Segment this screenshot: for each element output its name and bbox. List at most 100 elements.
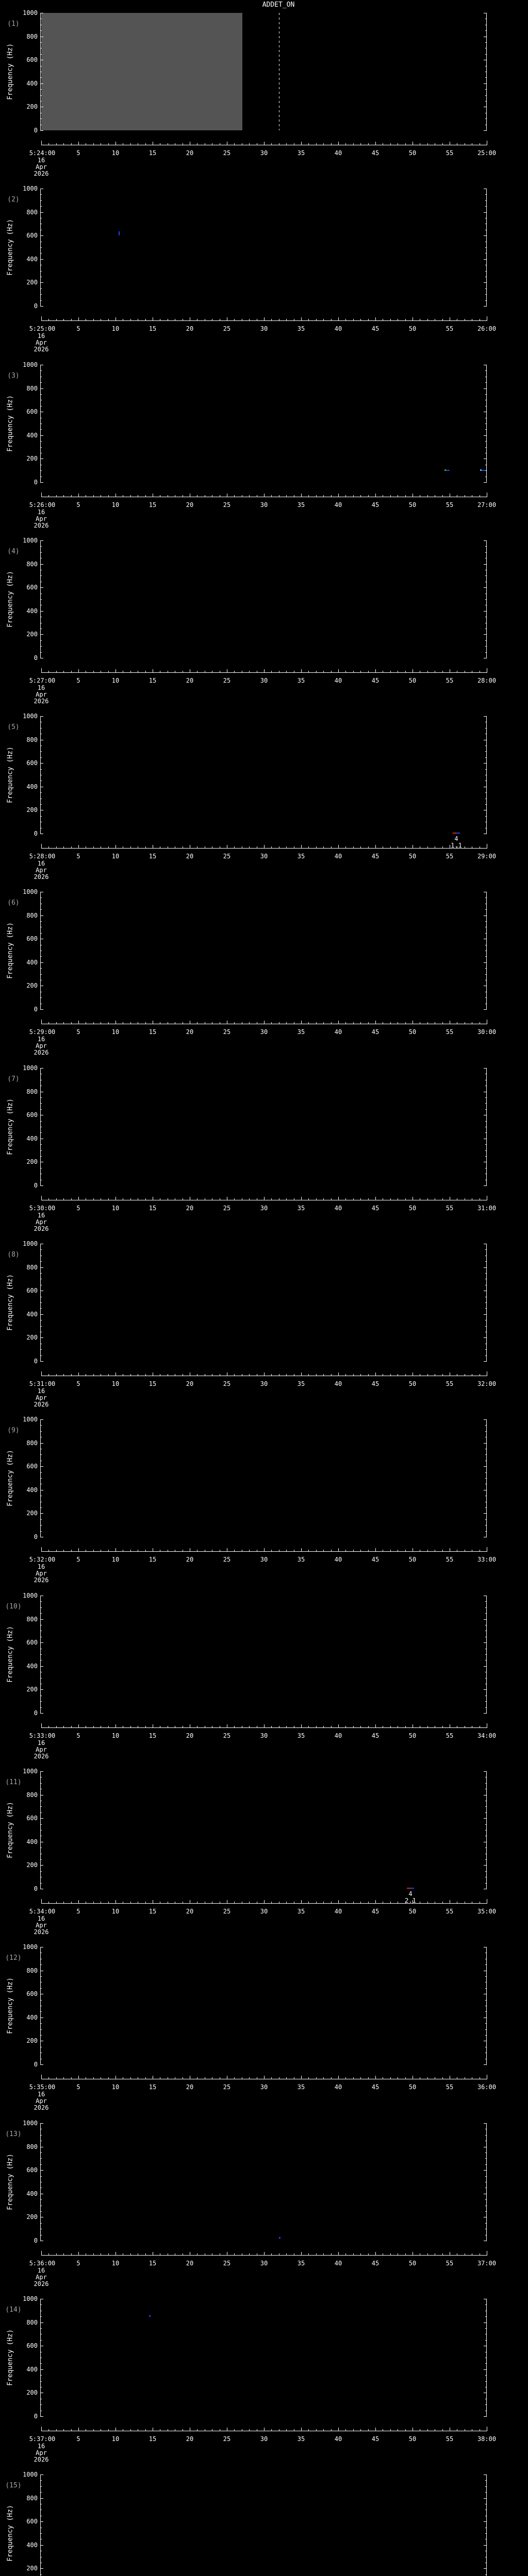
x-tick-label: 30 [260,853,268,860]
x-tick-label: 20 [186,2260,194,2267]
x-minor-tick [345,143,346,145]
y-minor-tick [40,2363,42,2364]
x-tick-label: 20 [186,149,194,157]
y-minor-tick [40,1783,42,1784]
y-major-tick [484,235,487,236]
y-major-tick [484,1619,487,1620]
x-tick-label: 45 [371,1028,380,1036]
date-label: 16 [37,1036,45,1043]
x-minor-tick [249,495,250,497]
x-minor-tick [316,846,317,849]
x-tick-label: 15 [148,1908,157,1915]
y-major-tick [40,1185,43,1186]
x-minor-tick [405,846,406,849]
end-time-label: 25:00 [477,149,497,157]
x-tick-label: 55 [446,1556,454,1563]
y-major-tick [40,1771,43,1772]
x-minor-tick [308,2429,309,2431]
y-tick-label: 600 [26,2342,38,2349]
y-major-tick [40,1666,43,1667]
x-minor-tick [360,143,361,145]
y-minor-tick [40,30,42,31]
y-major-tick [40,1642,43,1643]
x-minor-tick [442,143,443,145]
x-tick-label: 10 [111,325,120,332]
x-endcap-tick [41,316,42,321]
x-minor-tick [323,1902,324,1904]
y-minor-tick [485,2211,487,2212]
y-major-tick [40,83,43,84]
y-minor-tick [485,1783,487,1784]
y-minor-tick [485,247,487,248]
x-tick-label: 5 [76,1732,80,1739]
x-minor-tick [427,2429,428,2431]
y-minor-tick [485,1701,487,1702]
y-major-tick [40,130,43,131]
panel-number: (10) [5,1603,22,1611]
x-minor-tick [145,671,146,673]
y-major-tick [484,1666,487,1667]
x-major-tick [375,317,376,321]
frequency-axis-title: Frequency (Hz) [6,2505,14,2562]
x-minor-tick [48,495,49,497]
x-endcap-tick [41,2427,42,2431]
panel-number: (14) [5,2306,22,2314]
x-minor-tick [353,495,354,497]
y-major-tick [484,83,487,84]
x-major-tick [264,1724,265,1728]
y-major-tick [484,1642,487,1643]
y-major-tick [484,1818,487,1819]
x-tick-label: 10 [111,1732,120,1739]
y-minor-tick [485,423,487,424]
x-minor-tick [405,1374,406,1376]
x-major-tick [412,2252,413,2256]
y-tick-label: 0 [34,2413,38,2420]
x-minor-tick [345,2253,346,2256]
y-minor-tick [40,2480,42,2481]
y-major-tick [40,1443,43,1444]
y-tick-label: 600 [26,1111,38,1118]
x-minor-tick [323,1550,324,1552]
y-tick-label: 600 [26,56,38,63]
chart-title: ADDET_ON [262,1,295,9]
x-minor-tick [316,2077,317,2079]
x-tick-label: 35 [297,1732,305,1739]
x-minor-tick [93,2429,94,2431]
frequency-axis-title: Frequency (Hz) [6,2329,14,2386]
y-major-tick [484,1865,487,1866]
spectrogram-panel-10: 1000 800 600 400 200 0 Frequency (Hz) (10) 5:33:… [0,1583,528,1760]
y-major-tick [484,2545,487,2546]
x-tick-label: 40 [334,325,342,332]
y-minor-tick [485,1425,487,1426]
y-tick-label: 0 [34,1358,38,1365]
x-minor-tick [145,1374,146,1376]
x-minor-tick [56,2253,57,2256]
date-label: 2026 [34,1928,49,1936]
x-minor-tick [63,143,64,145]
x-minor-tick [368,1902,369,1904]
x-tick-label: 50 [408,325,417,332]
x-minor-tick [93,1198,94,1200]
date-label: 2026 [34,346,49,353]
event-streak-head [480,469,482,471]
frequency-axis-title: Frequency (Hz) [6,43,14,100]
y-major-tick [484,1466,487,1467]
y-major-tick [40,2369,43,2370]
x-minor-tick [442,1550,443,1552]
x-major-tick [301,669,302,673]
start-time-label: 5:36:00 [29,2260,56,2267]
y-minor-tick [40,1156,42,1157]
x-tick-label: 40 [334,2260,342,2267]
y-major-tick [484,634,487,635]
x-minor-tick [130,1022,131,1024]
x-minor-tick [271,1902,272,1904]
x-minor-tick [442,495,443,497]
x-minor-tick [71,143,72,145]
event-streak-tail [446,470,450,471]
panel-number: (15) [5,2482,22,2489]
y-minor-tick [40,429,42,430]
x-minor-tick [271,495,272,497]
x-endcap-tick [41,1020,42,1024]
x-minor-tick [71,846,72,849]
y-minor-tick [485,1678,487,1679]
